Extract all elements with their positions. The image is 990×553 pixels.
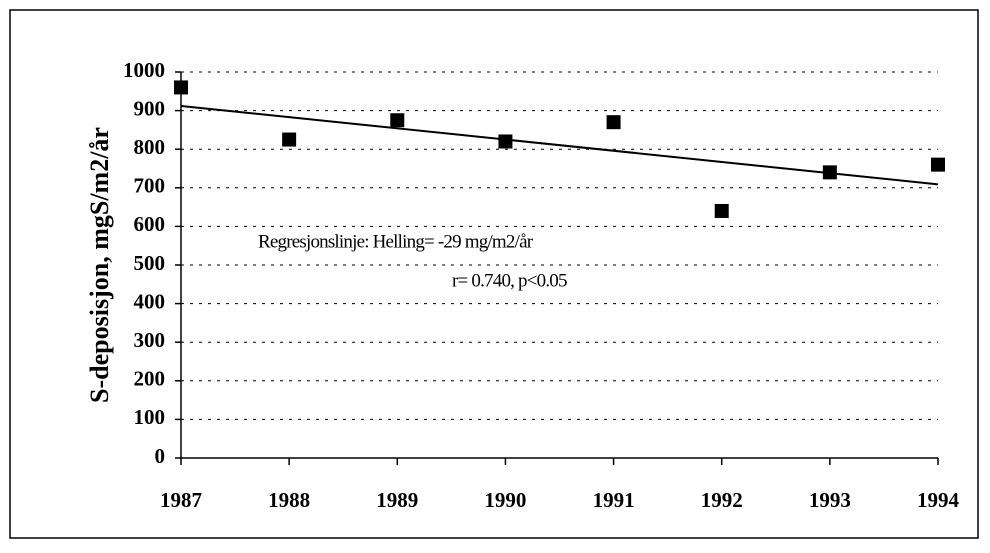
x-tick-label: 1993 bbox=[809, 488, 851, 512]
y-tick-label: 700 bbox=[134, 174, 166, 198]
x-tick-label: 1989 bbox=[376, 488, 418, 512]
x-tick-label: 1987 bbox=[160, 488, 202, 512]
point bbox=[390, 113, 405, 128]
point bbox=[174, 80, 188, 95]
y-tick-label: 300 bbox=[134, 328, 166, 352]
point bbox=[606, 115, 621, 130]
y-tick-label: 100 bbox=[134, 405, 166, 429]
x-tick-label: 1990 bbox=[484, 488, 526, 512]
point bbox=[714, 203, 729, 218]
y-tick-label: 500 bbox=[134, 251, 166, 275]
x-tick-label: 1994 bbox=[917, 488, 960, 512]
frame bbox=[9, 9, 979, 539]
y-tick-label: 800 bbox=[134, 135, 166, 159]
x-tick-label: 1991 bbox=[593, 488, 635, 512]
y-axis-label: S-deposisjon, mgS/m2/år bbox=[85, 127, 114, 403]
y-tick-label: 200 bbox=[134, 367, 166, 391]
point bbox=[498, 134, 513, 149]
point bbox=[822, 165, 837, 180]
y-tick-label: 400 bbox=[134, 289, 166, 313]
y-tick-label: 0 bbox=[155, 444, 166, 468]
point bbox=[282, 132, 297, 147]
x-tick-label: 1992 bbox=[701, 488, 743, 512]
annotation: Regresjonslinje: Helling= -29 mg/m2/år bbox=[258, 231, 534, 252]
y-tick-label: 600 bbox=[134, 212, 166, 236]
x-tick-label: 1988 bbox=[268, 488, 310, 512]
trend-line bbox=[180, 104, 939, 186]
y-tick-label: 1000 bbox=[123, 58, 165, 82]
annotation: r= 0.740, p<0.05 bbox=[452, 270, 567, 291]
point bbox=[931, 157, 945, 172]
y-tick-label: 900 bbox=[134, 96, 166, 120]
